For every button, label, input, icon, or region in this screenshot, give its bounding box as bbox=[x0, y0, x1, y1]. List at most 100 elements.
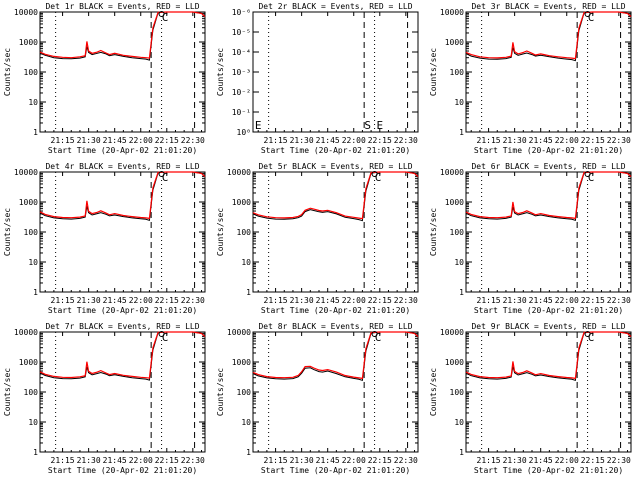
marker-circle bbox=[371, 331, 378, 337]
y-tick-label: 10000 bbox=[440, 328, 464, 337]
y-tick-label: 100 bbox=[24, 68, 39, 77]
x-axis-label: Start Time (20-Apr-02 21:01:20) bbox=[48, 146, 197, 155]
marker-label: E bbox=[376, 119, 383, 132]
y-tick-label: 1 bbox=[246, 288, 251, 297]
x-axis-label: Start Time (20-Apr-02 21:01:20) bbox=[261, 466, 410, 475]
panel-title: Det 4r BLACK = Events, RED = LLD bbox=[45, 162, 199, 171]
x-tick-label: 21:30 bbox=[290, 456, 314, 465]
x-tick-label: 22:15 bbox=[155, 456, 179, 465]
y-tick-label: 1 bbox=[33, 128, 38, 137]
x-tick-label: 21:15 bbox=[477, 296, 501, 305]
y-tick-label: 10⁻³ bbox=[232, 68, 251, 77]
x-tick-label: 22:15 bbox=[581, 136, 605, 145]
marker-label: C bbox=[375, 331, 382, 344]
series-events bbox=[39, 171, 206, 221]
y-axis-label: Counts/sec bbox=[429, 48, 438, 96]
x-tick-label: 22:30 bbox=[181, 296, 205, 305]
x-tick-label: 22:15 bbox=[581, 456, 605, 465]
x-tick-label: 21:15 bbox=[264, 136, 288, 145]
y-tick-label: 1 bbox=[33, 448, 38, 457]
x-tick-label: 21:45 bbox=[529, 456, 553, 465]
series-lld bbox=[252, 171, 419, 220]
x-tick-label: 22:30 bbox=[607, 296, 631, 305]
x-tick-label: 21:30 bbox=[503, 136, 527, 145]
panel-det6r: Det 6r BLACK = Events, RED = LLD 21:15 21:… bbox=[429, 162, 632, 315]
x-tick-label: 21:45 bbox=[103, 136, 127, 145]
series-lld bbox=[39, 331, 206, 379]
x-tick-label: 22:15 bbox=[581, 296, 605, 305]
y-tick-label: 1 bbox=[459, 448, 464, 457]
x-tick-label: 22:00 bbox=[555, 456, 579, 465]
x-tick-label: 21:15 bbox=[264, 456, 288, 465]
series-events bbox=[465, 11, 632, 62]
panel-title: Det 6r BLACK = Events, RED = LLD bbox=[471, 162, 625, 171]
marker-circle bbox=[158, 331, 165, 337]
x-tick-label: 21:30 bbox=[503, 456, 527, 465]
y-axis-label: Counts/sec bbox=[3, 48, 12, 96]
y-tick-label: 10000 bbox=[14, 168, 38, 177]
y-tick-label: 1 bbox=[246, 448, 251, 457]
y-tick-label: 10000 bbox=[227, 168, 251, 177]
series-events bbox=[39, 331, 206, 381]
marker-circle bbox=[584, 11, 591, 17]
y-tick-label: 1000 bbox=[445, 198, 464, 207]
y-axis-label: Counts/sec bbox=[429, 368, 438, 416]
x-tick-label: 22:00 bbox=[129, 136, 153, 145]
x-tick-label: 21:45 bbox=[316, 136, 340, 145]
y-tick-label: 10⁻⁶ bbox=[232, 8, 251, 17]
y-tick-label: 100 bbox=[450, 228, 465, 237]
panel-title: Det 5r BLACK = Events, RED = LLD bbox=[258, 162, 412, 171]
x-tick-label: 22:00 bbox=[342, 456, 366, 465]
x-tick-label: 21:30 bbox=[77, 136, 101, 145]
y-axis-label: Counts/sec bbox=[429, 208, 438, 256]
marker-label: C bbox=[588, 331, 595, 344]
axes-frame bbox=[252, 11, 419, 133]
x-axis-label: Start Time (20-Apr-02 21:01:20) bbox=[48, 466, 197, 475]
x-tick-label: 22:00 bbox=[555, 296, 579, 305]
series-lld bbox=[465, 331, 632, 380]
y-tick-label: 10000 bbox=[14, 328, 38, 337]
y-axis-label: Counts/sec bbox=[216, 48, 225, 96]
y-tick-label: 10000 bbox=[440, 8, 464, 17]
x-tick-label: 22:00 bbox=[342, 136, 366, 145]
x-tick-label: 21:15 bbox=[51, 136, 75, 145]
marker-label: S bbox=[364, 119, 371, 132]
series-lld bbox=[39, 171, 206, 220]
x-tick-label: 22:30 bbox=[181, 456, 205, 465]
x-tick-label: 22:15 bbox=[368, 136, 392, 145]
x-axis-label: Start Time (20-Apr-02 21:01:20) bbox=[474, 466, 623, 475]
x-tick-label: 22:30 bbox=[607, 456, 631, 465]
axes-frame bbox=[465, 171, 632, 293]
x-tick-label: 22:15 bbox=[155, 136, 179, 145]
series-events bbox=[252, 171, 419, 222]
x-tick-label: 22:00 bbox=[555, 136, 579, 145]
y-tick-label: 1000 bbox=[232, 198, 251, 207]
x-tick-label: 22:30 bbox=[181, 136, 205, 145]
marker-label: C bbox=[162, 11, 169, 24]
marker-circle bbox=[584, 171, 591, 177]
y-tick-label: 10 bbox=[454, 418, 464, 427]
y-tick-label: 100 bbox=[24, 228, 39, 237]
series-lld bbox=[252, 331, 419, 380]
y-tick-label: 10 bbox=[28, 418, 38, 427]
x-tick-label: 21:30 bbox=[503, 296, 527, 305]
y-tick-label: 100 bbox=[237, 228, 252, 237]
x-tick-label: 21:15 bbox=[51, 296, 75, 305]
x-tick-label: 22:30 bbox=[394, 296, 418, 305]
marker-label: C bbox=[588, 171, 595, 184]
axes-frame bbox=[39, 11, 206, 133]
x-tick-label: 22:00 bbox=[129, 296, 153, 305]
y-tick-label: 1 bbox=[459, 128, 464, 137]
marker-label: C bbox=[162, 331, 169, 344]
x-tick-label: 22:15 bbox=[368, 456, 392, 465]
series-events bbox=[465, 331, 632, 381]
marker-label: C bbox=[162, 171, 169, 184]
y-tick-label: 10⁰ bbox=[237, 128, 251, 137]
marker-circle bbox=[584, 331, 591, 337]
series-events bbox=[252, 331, 419, 381]
y-tick-label: 10000 bbox=[14, 8, 38, 17]
